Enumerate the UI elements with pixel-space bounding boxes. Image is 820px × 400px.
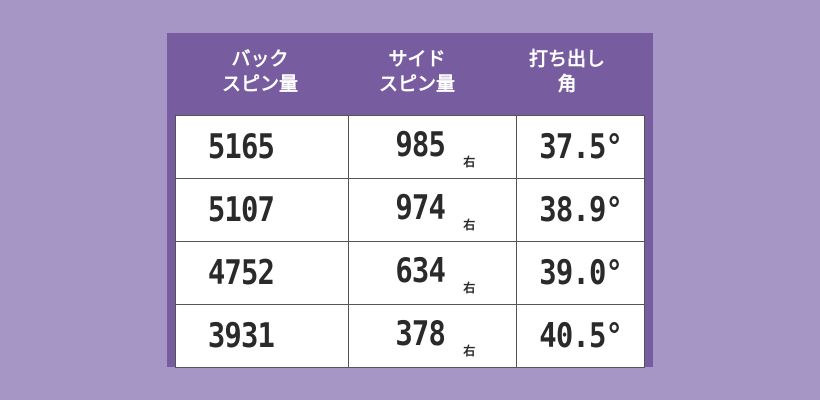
spin-table: バックスピン量 サイドスピン量 打ち出し角 5165 985 右 37.5° 510… [167, 33, 653, 368]
header-line: サイド [388, 48, 446, 70]
side-spin-value: 378 [395, 313, 446, 354]
launch-angle-value: 38.9° [539, 190, 623, 230]
back-spin-cell: 5107 [175, 178, 349, 242]
table-row: 5107 974 右 38.9° [175, 178, 645, 242]
direction-label: 右 [463, 217, 475, 232]
header-line: 角 [557, 73, 577, 95]
back-spin-value: 3931 [207, 316, 275, 356]
side-spin-cell: 378 右 [348, 304, 517, 368]
back-spin-cell: 3931 [175, 304, 349, 368]
header-line: スピン量 [221, 73, 298, 95]
header-line: バック [231, 48, 289, 70]
side-spin-cell: 974 右 [348, 178, 517, 242]
side-spin-value: 634 [395, 250, 446, 291]
launch-angle-value: 39.0° [539, 253, 623, 293]
launch-angle-cell: 40.5° [516, 304, 645, 368]
header-launch-angle: 打ち出し角 [492, 47, 642, 115]
side-spin-cell: 634 右 [348, 241, 517, 305]
side-spin-value: 974 [395, 187, 446, 228]
direction-label: 右 [463, 154, 475, 169]
back-spin-cell: 5165 [175, 115, 349, 179]
direction-label: 右 [463, 343, 475, 358]
side-spin-cell: 985 右 [348, 115, 517, 179]
launch-angle-cell: 39.0° [516, 241, 645, 305]
header-side-spin: サイド スピン量 [332, 47, 502, 115]
side-spin-value: 985 [395, 124, 446, 165]
data-table: 5165 985 右 37.5° 5107 974 右 38.9° 4752 634 右 … [175, 115, 645, 368]
header-line: スピン量 [378, 73, 455, 95]
launch-angle-value: 37.5° [539, 127, 623, 167]
header-back-spin: バック スピン量 [185, 47, 335, 115]
direction-label: 右 [463, 280, 475, 295]
back-spin-value: 5107 [207, 190, 275, 230]
back-spin-cell: 4752 [175, 241, 349, 305]
header-line: 打ち出し [528, 48, 605, 70]
table-row: 3931 378 右 40.5° [175, 304, 645, 368]
back-spin-value: 4752 [207, 253, 275, 293]
launch-angle-cell: 38.9° [516, 178, 645, 242]
launch-angle-cell: 37.5° [516, 115, 645, 179]
table-row: 5165 985 右 37.5° [175, 115, 645, 179]
back-spin-value: 5165 [207, 127, 275, 167]
launch-angle-value: 40.5° [539, 316, 623, 356]
table-row: 4752 634 右 39.0° [175, 241, 645, 305]
